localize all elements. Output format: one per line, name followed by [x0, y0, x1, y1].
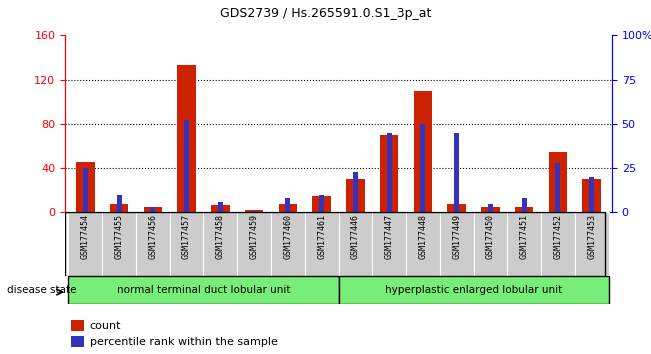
- Text: GSM177455: GSM177455: [115, 214, 124, 259]
- Text: GDS2739 / Hs.265591.0.S1_3p_at: GDS2739 / Hs.265591.0.S1_3p_at: [220, 7, 431, 20]
- Text: GSM177447: GSM177447: [385, 214, 394, 259]
- Text: percentile rank within the sample: percentile rank within the sample: [90, 337, 277, 347]
- Bar: [271, 212, 305, 276]
- Text: GSM177457: GSM177457: [182, 214, 191, 259]
- Bar: [251, 211, 256, 212]
- Bar: [144, 207, 162, 212]
- Bar: [589, 177, 594, 212]
- Bar: [204, 212, 237, 276]
- Bar: [380, 135, 398, 212]
- Bar: [454, 133, 459, 212]
- Bar: [339, 212, 372, 276]
- Bar: [305, 212, 339, 276]
- Bar: [406, 212, 440, 276]
- Bar: [447, 204, 466, 212]
- Bar: [211, 205, 230, 212]
- Text: GSM177459: GSM177459: [249, 214, 258, 259]
- Bar: [279, 204, 297, 212]
- Bar: [218, 202, 223, 212]
- Bar: [440, 212, 473, 276]
- Text: GSM177449: GSM177449: [452, 214, 461, 259]
- Bar: [184, 120, 189, 212]
- Bar: [76, 161, 94, 212]
- Bar: [346, 179, 365, 212]
- Bar: [68, 276, 339, 304]
- Bar: [387, 133, 392, 212]
- Text: GSM177456: GSM177456: [148, 214, 158, 259]
- Bar: [319, 195, 324, 212]
- Bar: [237, 212, 271, 276]
- Bar: [339, 276, 609, 304]
- Text: GSM177446: GSM177446: [351, 214, 360, 259]
- Text: disease state: disease state: [7, 285, 76, 295]
- Bar: [150, 207, 156, 212]
- Text: GSM177450: GSM177450: [486, 214, 495, 259]
- Bar: [110, 204, 128, 212]
- Bar: [413, 91, 432, 212]
- Bar: [473, 212, 507, 276]
- Bar: [177, 65, 196, 212]
- Text: GSM177448: GSM177448: [419, 214, 428, 259]
- Bar: [515, 207, 533, 212]
- Bar: [507, 212, 541, 276]
- Bar: [68, 212, 102, 276]
- Text: GSM177461: GSM177461: [317, 214, 326, 259]
- Bar: [170, 212, 204, 276]
- Bar: [245, 210, 264, 212]
- Text: GSM177458: GSM177458: [216, 214, 225, 259]
- Bar: [70, 320, 84, 331]
- Bar: [521, 198, 527, 212]
- Bar: [285, 198, 290, 212]
- Bar: [70, 336, 84, 347]
- Text: GSM177454: GSM177454: [81, 214, 90, 259]
- Bar: [102, 212, 136, 276]
- Bar: [83, 168, 88, 212]
- Text: normal terminal duct lobular unit: normal terminal duct lobular unit: [117, 285, 290, 295]
- Text: GSM177460: GSM177460: [283, 214, 292, 259]
- Bar: [575, 212, 609, 276]
- Text: GSM177451: GSM177451: [519, 214, 529, 259]
- Bar: [555, 163, 561, 212]
- Bar: [117, 195, 122, 212]
- Text: count: count: [90, 321, 121, 331]
- Bar: [541, 212, 575, 276]
- Bar: [421, 124, 426, 212]
- Text: GSM177453: GSM177453: [587, 214, 596, 259]
- Bar: [312, 196, 331, 212]
- Bar: [583, 179, 601, 212]
- Bar: [372, 212, 406, 276]
- Bar: [481, 207, 500, 212]
- Bar: [136, 212, 170, 276]
- Bar: [549, 152, 567, 212]
- Bar: [488, 204, 493, 212]
- Bar: [353, 172, 358, 212]
- Text: hyperplastic enlarged lobular unit: hyperplastic enlarged lobular unit: [385, 285, 562, 295]
- Text: GSM177452: GSM177452: [553, 214, 562, 259]
